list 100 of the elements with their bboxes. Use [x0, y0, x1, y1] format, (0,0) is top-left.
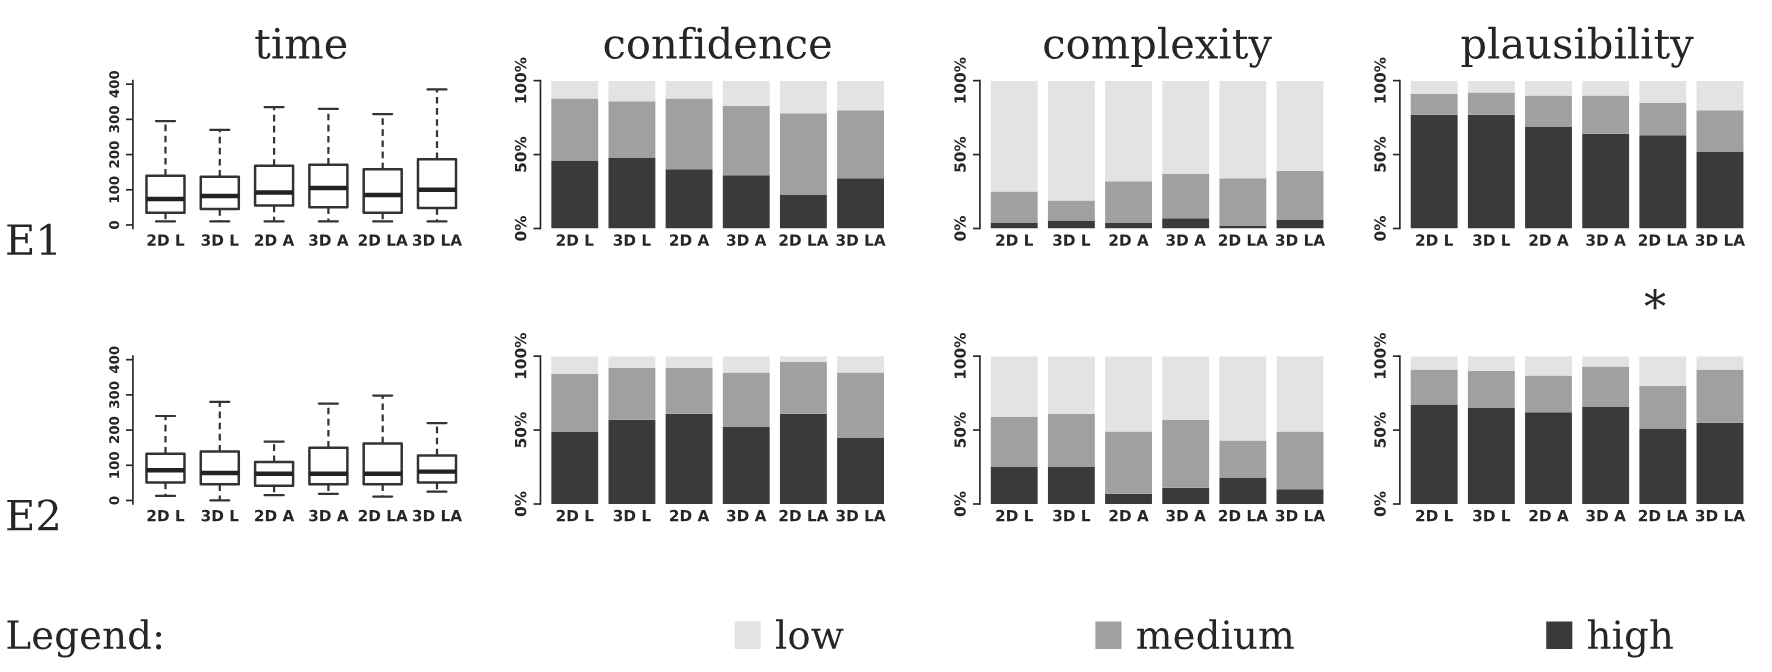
bar [1162, 487, 1210, 504]
bar [1276, 80, 1324, 171]
bar [1162, 218, 1210, 229]
bar [1047, 413, 1095, 468]
bar [1219, 440, 1267, 478]
bar [1219, 80, 1267, 179]
bar [779, 80, 827, 114]
bar [837, 80, 884, 111]
bar [551, 431, 599, 504]
bar [1105, 493, 1152, 504]
bar [665, 80, 713, 99]
bar [1047, 80, 1095, 201]
bar [1582, 95, 1630, 134]
bar [1410, 80, 1458, 94]
bar [1696, 80, 1744, 111]
bar [1276, 489, 1324, 504]
bar [1162, 173, 1210, 219]
bar [1639, 385, 1687, 429]
bar [1582, 356, 1630, 367]
legend-label: medium [1137, 619, 1294, 650]
bar [1219, 356, 1267, 441]
bar [1219, 178, 1267, 226]
bar [837, 437, 884, 504]
bar [1696, 422, 1744, 504]
bar [1525, 375, 1572, 413]
bar [1582, 80, 1630, 96]
bar [779, 194, 827, 229]
bar [722, 175, 770, 229]
bar [1276, 170, 1324, 220]
bar [990, 191, 1038, 223]
bar [990, 467, 1038, 504]
bar [1105, 431, 1152, 494]
bar [608, 157, 656, 229]
bar [1219, 477, 1267, 504]
bar [1162, 356, 1210, 420]
bar [1582, 406, 1630, 504]
bar [608, 419, 656, 504]
bar [779, 362, 827, 414]
bar [722, 105, 770, 176]
chart-title: time [255, 27, 347, 60]
bar [1639, 102, 1687, 136]
bar [665, 98, 713, 170]
bar [1582, 133, 1630, 229]
bar [837, 356, 884, 373]
bar [1639, 135, 1687, 229]
text: E1 [7, 223, 56, 255]
bar [1525, 412, 1572, 504]
bar [1639, 80, 1687, 103]
bar [1696, 110, 1744, 152]
bar [551, 160, 599, 229]
bar [1410, 114, 1458, 229]
bar [665, 356, 713, 368]
legend-label: low [776, 619, 844, 650]
bar [1639, 428, 1687, 504]
bar [1467, 407, 1515, 504]
bar [1047, 356, 1095, 414]
bar [551, 80, 599, 99]
bar [1467, 356, 1515, 371]
bar [1047, 467, 1095, 504]
bar [1582, 366, 1630, 407]
bar [665, 367, 713, 414]
bar [1525, 356, 1572, 376]
bar [779, 413, 827, 504]
bar [1467, 80, 1515, 93]
legend-label: high [1587, 619, 1673, 658]
text: * [1644, 289, 1666, 310]
bar [722, 80, 770, 106]
bar [1410, 93, 1458, 115]
legend-title: Legend: [7, 619, 162, 658]
bar [837, 110, 884, 179]
bar [608, 80, 656, 102]
bar [1105, 356, 1152, 432]
bar [1467, 92, 1515, 115]
bar [837, 178, 884, 229]
bar [1047, 221, 1095, 229]
bar [1696, 369, 1744, 423]
chart-title: complexity [1044, 26, 1272, 68]
bar [1105, 80, 1152, 182]
bar [1410, 404, 1458, 504]
bar [1639, 356, 1687, 386]
bar [1162, 80, 1210, 174]
bar [722, 372, 770, 428]
bar [551, 98, 599, 161]
bar [990, 416, 1038, 468]
bar [608, 101, 656, 158]
bar [665, 413, 713, 504]
bar [1162, 419, 1210, 488]
bar [990, 80, 1038, 192]
bar [990, 356, 1038, 417]
bar [1525, 80, 1572, 96]
bar [1047, 200, 1095, 222]
bar [1467, 114, 1515, 229]
bar [837, 372, 884, 438]
bar [1276, 356, 1324, 432]
chart-title: confidence [604, 26, 831, 60]
bar [1105, 181, 1152, 223]
bar [779, 113, 827, 195]
text: E2 [7, 499, 58, 531]
bar [1696, 151, 1744, 229]
bar [1525, 95, 1572, 127]
